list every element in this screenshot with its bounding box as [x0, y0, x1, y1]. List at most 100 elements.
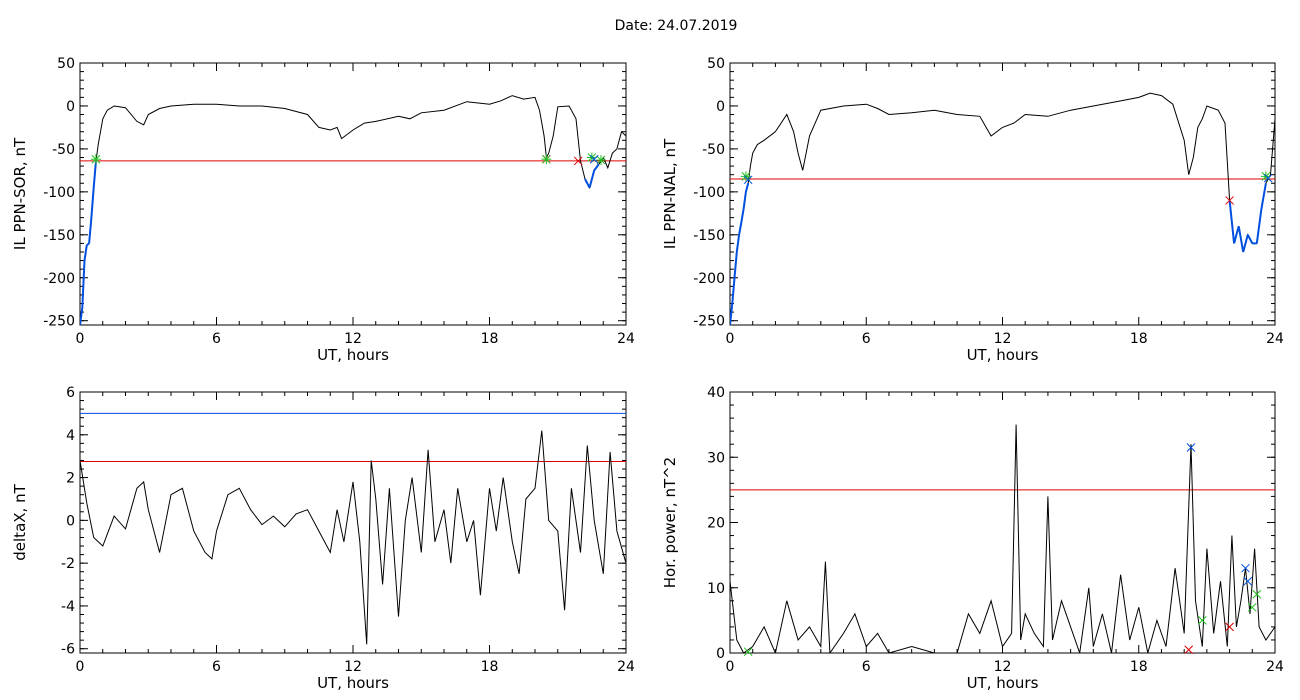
marker-stroke: [589, 154, 599, 164]
series-line-below-threshold: [730, 183, 1267, 325]
y-axis-label: IL PPN-NAL, nT: [661, 138, 679, 249]
x-tick-label: 0: [726, 659, 735, 675]
marker-star: [90, 154, 101, 165]
x-tick-label: 12: [994, 331, 1012, 347]
y-tick-label: -100: [43, 185, 75, 201]
y-tick-label: 0: [66, 99, 75, 115]
marker-x: [1247, 602, 1257, 612]
x-axis-label: UT, hours: [967, 674, 1039, 692]
y-axis-label: deltaX, nT: [11, 483, 29, 560]
marker-stroke: [743, 175, 753, 185]
marker-star: [740, 171, 751, 182]
series-line: [80, 95, 626, 325]
y-axis-label: Hor. power, nT^2: [661, 457, 679, 588]
marker-stroke: [1184, 645, 1194, 655]
y-tick-label: 0: [716, 99, 725, 115]
page-title: Date: 24.07.2019: [614, 18, 738, 34]
x-tick-label: 18: [1130, 331, 1148, 347]
x-axis-label: UT, hours: [317, 346, 389, 364]
x-tick-label: 0: [726, 331, 735, 347]
plot-frame: [729, 62, 1276, 326]
marker-stroke: [1197, 616, 1207, 625]
x-tick-label: 24: [1266, 659, 1284, 675]
x-axis-label: UT, hours: [317, 674, 389, 692]
y-tick-label: 50: [57, 56, 75, 72]
y-tick-label: -50: [702, 142, 725, 158]
y-tick-label: -100: [693, 185, 725, 201]
y-tick-label: -150: [693, 228, 725, 244]
chart-panel-2: 0 6 12 18 24 50 0 -50 -100 -150 -200 -250 UT, hours I…: [661, 56, 1284, 364]
marker-star: [541, 154, 552, 165]
y-tick-label: 6: [66, 385, 75, 401]
y-tick-label: 50: [707, 56, 725, 72]
x-tick-label: 12: [344, 331, 362, 347]
y-tick-label: 2: [66, 471, 75, 487]
chart-panel-1: 0 6 12 18 24 50 0 -50 -100 -150 -200 -250 UT, hours I…: [11, 56, 635, 364]
marker-stroke: [573, 156, 583, 166]
x-tick-label: 18: [481, 659, 499, 675]
marker-x: [1197, 616, 1207, 625]
y-tick-label: 10: [707, 581, 725, 597]
series-line: [730, 424, 1275, 653]
y-tick-label: -50: [52, 142, 75, 158]
marker-x: [1252, 589, 1262, 599]
marker-stroke: [743, 647, 753, 657]
y-tick-label: -2: [61, 556, 75, 572]
y-tick-label: -250: [43, 314, 75, 330]
x-tick-label: 24: [617, 331, 635, 347]
x-tick-label: 24: [617, 659, 635, 675]
x-tick-label: 6: [862, 331, 871, 347]
x-tick-label: 12: [994, 659, 1012, 675]
marker-x: [1241, 563, 1250, 573]
plot-frame: [79, 62, 627, 326]
marker-x: [1225, 196, 1234, 205]
x-tick-label: 6: [862, 659, 871, 675]
marker-stroke: [1225, 622, 1234, 632]
x-tick-label: 12: [344, 659, 362, 675]
y-tick-label: 0: [716, 646, 725, 662]
y-tick-label: -150: [43, 228, 75, 244]
y-tick-label: -200: [693, 271, 725, 287]
y-tick-label: 20: [707, 516, 725, 532]
x-tick-label: 24: [1266, 331, 1284, 347]
marker-stroke: [1186, 443, 1196, 452]
marker-stroke: [1241, 563, 1250, 573]
marker-stroke: [1247, 602, 1257, 612]
marker-stroke: [1263, 173, 1273, 183]
marker-x: [743, 175, 753, 185]
chart-panel-3: 0 6 12 18 24 6 4 2 0 -2 -4 -6 UT, hours deltaX, nT: [11, 385, 635, 692]
marker-stroke: [1243, 576, 1253, 586]
marker-x: [1243, 576, 1253, 586]
x-tick-label: 6: [212, 659, 221, 675]
marker-x: [1263, 173, 1273, 183]
y-tick-label: 0: [66, 513, 75, 529]
x-axis-label: UT, hours: [967, 346, 1039, 364]
marker-x: [743, 647, 753, 657]
marker-stroke: [1225, 196, 1234, 205]
marker-stroke: [1252, 589, 1262, 599]
y-tick-label: 30: [707, 450, 725, 466]
x-tick-label: 0: [76, 331, 85, 347]
x-tick-label: 18: [481, 331, 499, 347]
marker-x: [1186, 443, 1196, 452]
marker-x: [1184, 645, 1194, 655]
x-tick-label: 18: [1130, 659, 1148, 675]
chart-panel-4: 0 6 12 18 24 40 30 20 10 0 UT, hours Hor. power, nT…: [661, 385, 1284, 692]
series-line: [80, 430, 626, 645]
y-tick-label: -200: [43, 271, 75, 287]
marker-x: [589, 154, 599, 164]
x-tick-label: 0: [76, 659, 85, 675]
x-tick-label: 6: [212, 331, 221, 347]
y-tick-label: -4: [61, 599, 75, 615]
y-tick-label: 4: [66, 428, 75, 444]
y-tick-label: -6: [61, 642, 75, 658]
y-tick-label: -250: [693, 314, 725, 330]
plot-frame: [79, 391, 627, 654]
marker-x: [1225, 622, 1234, 632]
y-axis-label: IL PPN-SOR, nT: [11, 137, 29, 250]
series-line: [730, 92, 1275, 325]
series-line-below-threshold: [80, 161, 600, 325]
marker-x: [573, 156, 583, 166]
y-tick-label: 40: [707, 385, 725, 401]
